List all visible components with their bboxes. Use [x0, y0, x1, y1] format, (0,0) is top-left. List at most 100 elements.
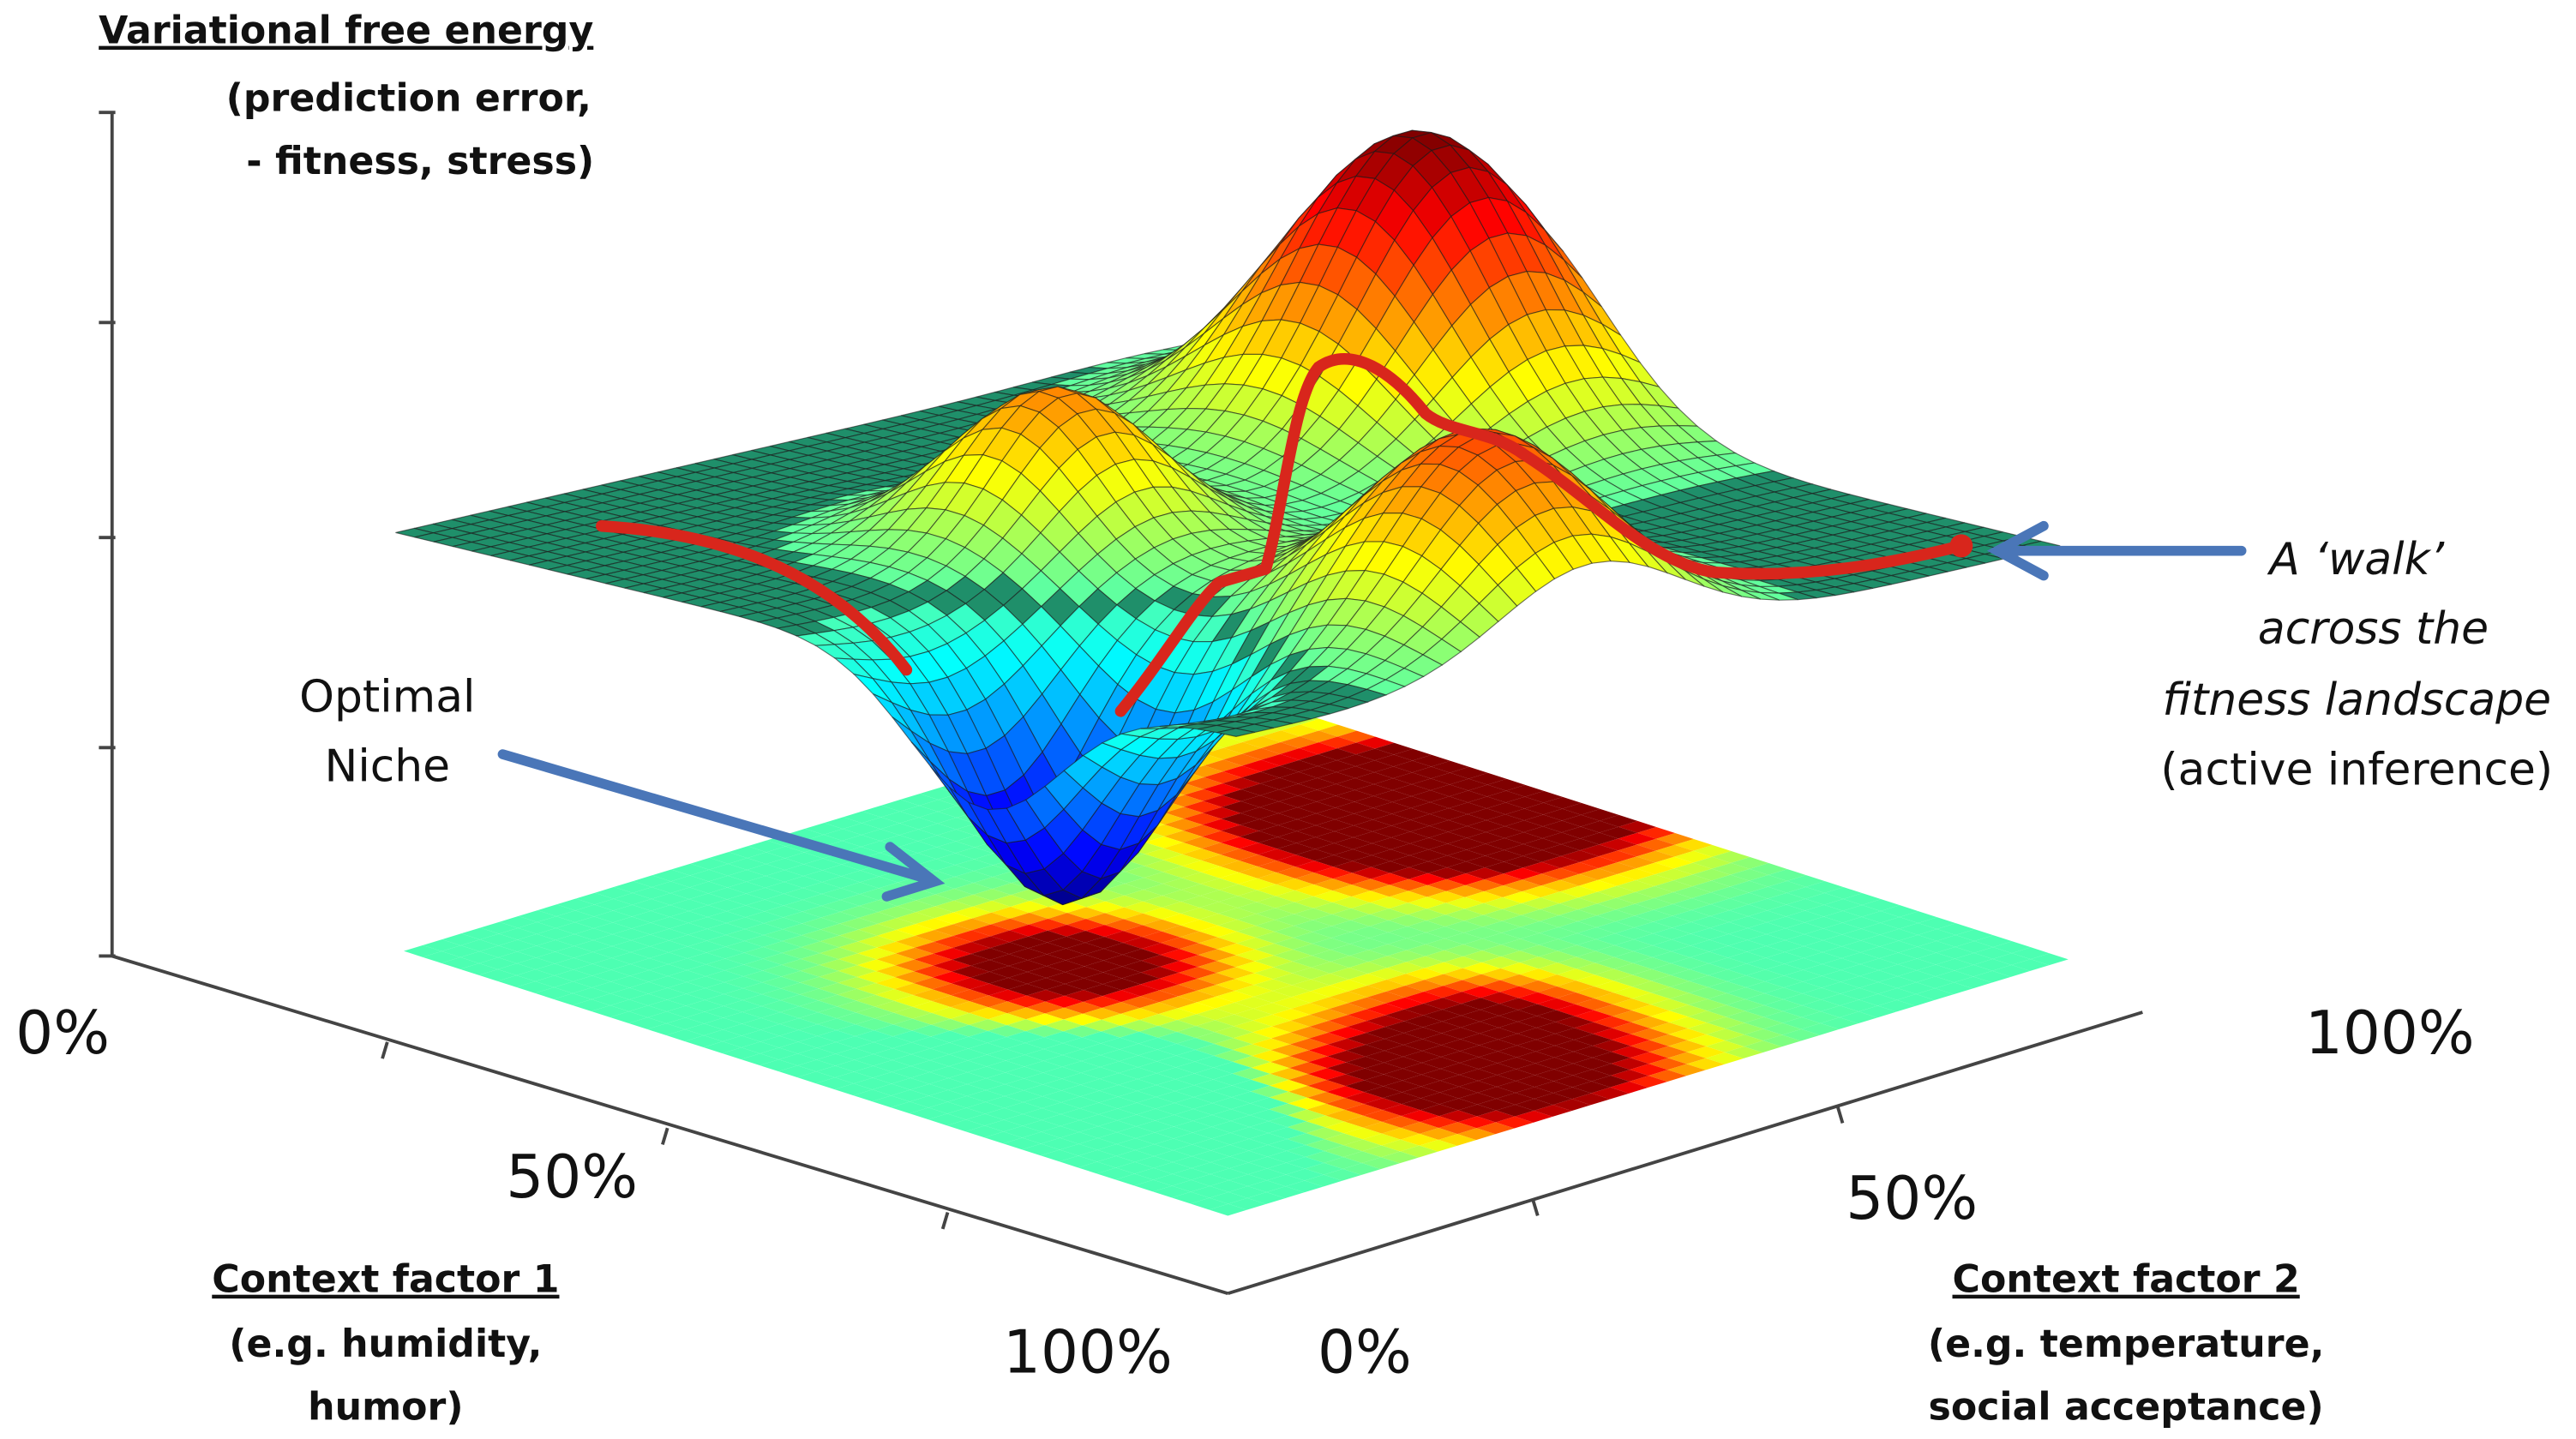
floor-cell — [1344, 1103, 1383, 1116]
floor-cell — [1542, 832, 1581, 845]
floor-cell — [1524, 790, 1563, 803]
floor-cell — [1317, 771, 1355, 784]
floor-cell — [802, 929, 840, 942]
floor-cell — [668, 970, 706, 982]
y-axis-title: Context factor 2 — [1953, 1258, 2300, 1302]
floor-cell — [1256, 896, 1295, 908]
floor-cell — [1369, 908, 1408, 920]
floor-cell — [1420, 1092, 1459, 1105]
floor-cell — [1318, 736, 1357, 749]
floor-cell — [1305, 1151, 1343, 1163]
floor-cell — [741, 1041, 779, 1054]
floor-cell — [1504, 843, 1542, 856]
floor-cell — [1116, 1149, 1155, 1162]
floor-cell — [834, 1083, 873, 1096]
floor-cell — [910, 1095, 948, 1108]
floor-cell — [705, 993, 743, 1006]
floor-cell — [1218, 896, 1257, 908]
floor-cell — [1229, 1138, 1269, 1151]
floor-cell — [1202, 830, 1240, 843]
floor-cell — [933, 959, 971, 972]
floor-cell — [1139, 1002, 1178, 1015]
floor-cell — [1898, 934, 1937, 947]
floor-cell — [1116, 1138, 1155, 1150]
floor-cell — [707, 911, 746, 924]
floor-cell — [929, 1066, 968, 1078]
floor-cell — [1355, 748, 1394, 761]
floor-cell — [1616, 880, 1655, 892]
floor-cell — [968, 1030, 1007, 1043]
floor-cell — [1576, 950, 1615, 963]
floor-cell — [934, 924, 972, 937]
y-tick-label: 0% — [1318, 1318, 1412, 1387]
floor-cell — [1573, 1058, 1612, 1070]
floor-cell — [1006, 1007, 1046, 1020]
floor-cell — [537, 916, 575, 928]
floor-cell — [936, 841, 975, 854]
floor-cell — [498, 939, 537, 952]
floor-cell — [1840, 964, 1879, 976]
floor-cell — [1591, 1087, 1630, 1100]
floor-cell — [947, 1083, 987, 1096]
floor-cell — [1007, 983, 1046, 996]
floor-cell — [840, 894, 879, 907]
floor-cell — [1198, 925, 1237, 938]
floor-cell — [1287, 1121, 1325, 1134]
floor-cell — [1408, 908, 1446, 921]
floor-cell — [1240, 830, 1278, 843]
floor-cell — [1725, 1034, 1763, 1047]
floor-cell — [1372, 837, 1410, 850]
floor-cell — [1085, 913, 1124, 926]
floor-cell — [859, 900, 898, 913]
floor-cell — [1312, 950, 1350, 962]
floor-cell — [631, 934, 670, 947]
floor-cell — [1270, 1068, 1308, 1080]
floor-cell — [1383, 1092, 1421, 1105]
floor-cell — [803, 858, 842, 871]
floor-cell — [1842, 904, 1881, 917]
floor-cell — [1316, 819, 1354, 831]
floor-cell — [894, 971, 934, 984]
floor-cell — [1523, 814, 1563, 827]
floor-cell — [880, 811, 919, 824]
floor-cell — [952, 953, 990, 966]
floor-cell — [1142, 931, 1180, 944]
floor-cell — [537, 927, 575, 940]
floor-cell — [593, 934, 632, 946]
floor-cell — [1200, 866, 1239, 878]
floor-cell — [1521, 920, 1559, 933]
floor-cell — [1154, 1150, 1192, 1162]
floor-cell — [1672, 921, 1710, 934]
floor-cell — [1044, 1019, 1083, 1032]
floor-cell — [1481, 956, 1520, 968]
floor-cell — [1162, 878, 1201, 890]
floor-cell — [1503, 867, 1542, 880]
floor-cell — [1765, 963, 1804, 976]
floor-cell — [1401, 1122, 1439, 1134]
floor-cell — [1236, 926, 1275, 938]
floor-cell — [1466, 855, 1504, 868]
floor-cell — [1467, 808, 1506, 821]
floor-cell — [1159, 984, 1198, 997]
floor-cell — [1476, 1110, 1516, 1123]
floor-cell — [954, 871, 993, 884]
floor-cell — [1157, 1043, 1196, 1056]
floor-cell — [1458, 1104, 1497, 1117]
floor-cell — [1389, 902, 1427, 915]
floor-cell — [1768, 880, 1806, 893]
floor-cell — [1277, 842, 1316, 855]
floor-cell — [555, 957, 593, 970]
floor-cell — [1652, 939, 1690, 952]
arrows — [497, 520, 2247, 902]
floor-cell — [1022, 1131, 1060, 1144]
floor-cell — [1161, 925, 1199, 938]
floor-cell — [1304, 1174, 1343, 1187]
floor-cell — [1144, 836, 1183, 848]
floor-cell — [1294, 884, 1333, 896]
floor-cell — [1917, 952, 1955, 965]
floor-cell — [1006, 1031, 1045, 1043]
floor-cell — [1706, 1028, 1744, 1041]
floor-cell — [613, 904, 652, 917]
floor-cell — [821, 900, 860, 912]
floor-cell — [1318, 760, 1356, 772]
